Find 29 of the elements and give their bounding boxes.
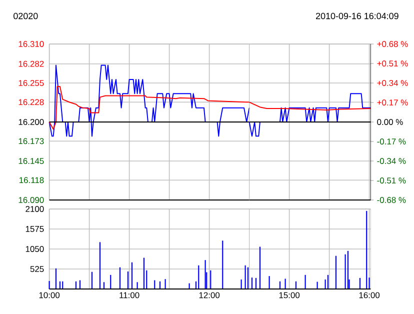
text: +0.68 % — [377, 41, 408, 47]
y-tick-label: 16.310 — [18, 41, 44, 47]
y-tick-label: 2100 — [26, 206, 44, 212]
y-tick-label: 16.255 — [18, 80, 44, 86]
y-tick-label: 16.118 — [19, 177, 44, 184]
text: +0.34 % — [377, 80, 408, 86]
x-tick-label: 12:00 — [199, 292, 220, 298]
text: -0.68 % — [377, 197, 406, 203]
y-tick-label: 16.282 — [18, 60, 44, 67]
text: +0.51 % — [377, 60, 408, 66]
y-tick-label: 16.145 — [18, 158, 44, 164]
text: -0.51 % — [377, 178, 406, 184]
x-tick-label: 11:00 — [120, 292, 140, 298]
y-tick-label: 16.200 — [18, 119, 44, 125]
text: -0.34 % — [377, 158, 406, 164]
y-tick-label: 1575 — [26, 226, 44, 232]
y-tick-label: 1050 — [26, 246, 44, 252]
y-tick-label: 16.173 — [18, 138, 44, 144]
text: 0.00 % — [377, 119, 403, 125]
y-tick-label: 525 — [30, 266, 44, 272]
x-tick-label: 16:00 — [359, 292, 380, 298]
x-tick-label: 10:00 — [39, 292, 60, 298]
y-tick-label: 16.090 — [18, 197, 44, 203]
chart-title: 02020 — [14, 12, 38, 20]
text: +0.17 % — [377, 100, 408, 106]
y-tick-label: 16.228 — [18, 99, 44, 106]
text: -0.17 % — [377, 138, 406, 144]
x-tick-label: 15:00 — [279, 292, 300, 298]
chart-subtitle: 2010-09-16 16:04:09 — [316, 12, 398, 20]
